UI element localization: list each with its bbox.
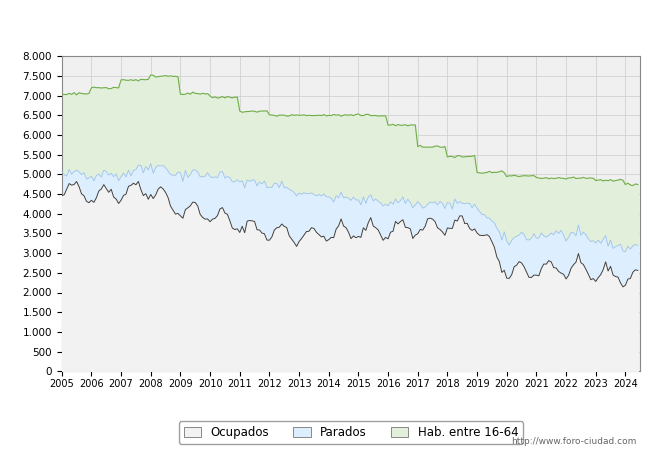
Legend: Ocupados, Parados, Hab. entre 16-64: Ocupados, Parados, Hab. entre 16-64 <box>179 421 523 444</box>
Text: http://www.foro-ciudad.com: http://www.foro-ciudad.com <box>512 436 637 446</box>
Text: Talayuela - Evolucion de la poblacion en edad de Trabajar Mayo de 2024: Talayuela - Evolucion de la poblacion en… <box>55 17 595 30</box>
